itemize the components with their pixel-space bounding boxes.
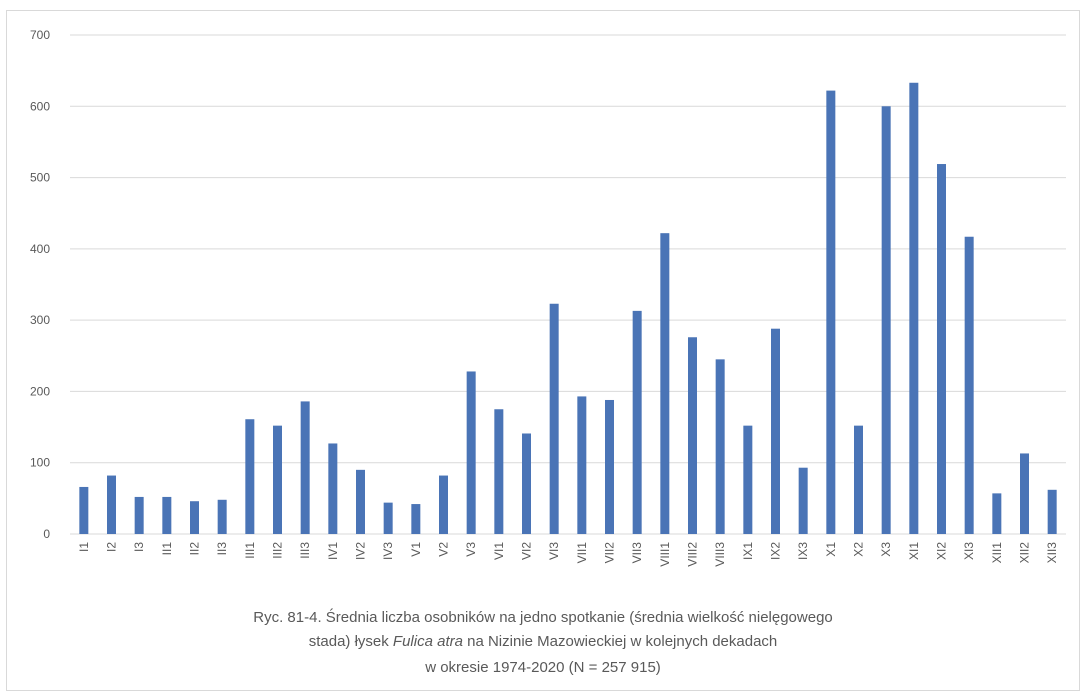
bar-iii3 xyxy=(300,401,310,534)
x-tick-label: IV3 xyxy=(381,542,395,560)
bar-i1 xyxy=(79,486,89,534)
x-tick-label: XI2 xyxy=(935,542,949,560)
bar-xi3 xyxy=(964,236,974,534)
bar-iv2 xyxy=(356,469,365,534)
bar-vi3 xyxy=(549,303,559,534)
y-axis-ticks: 0 100 200 300 400 500 600 700 xyxy=(30,28,50,541)
bar-vi2 xyxy=(522,433,531,534)
x-tick-label: VI1 xyxy=(492,542,506,560)
caption-line-1: Ryc. 81-4. Średnia liczba osobników na j… xyxy=(253,609,833,626)
y-tick-label: 500 xyxy=(30,171,50,185)
bar-x3 xyxy=(881,106,891,535)
caption-line-3: w okresie 1974-2020 (N = 257 915) xyxy=(425,659,661,676)
x-tick-label: IV1 xyxy=(326,542,340,560)
bar-x1 xyxy=(826,90,836,535)
x-tick-label: XII2 xyxy=(1018,542,1032,564)
x-tick-label: III3 xyxy=(298,542,312,559)
y-tick-label: 0 xyxy=(43,527,50,541)
x-tick-label: V2 xyxy=(437,542,451,557)
x-tick-label: VII2 xyxy=(603,542,617,564)
x-tick-label: VI2 xyxy=(520,542,534,560)
caption-line-2-pre: stada) łysek xyxy=(308,633,393,650)
bar-i2 xyxy=(107,475,116,534)
bar-xi1 xyxy=(909,82,919,535)
caption-line-2: stada) łysek Fulica atra na Nizinie Mazo… xyxy=(0,630,1086,654)
bar-i3 xyxy=(134,496,144,534)
x-tick-label: IX3 xyxy=(796,542,810,560)
y-tick-label: 100 xyxy=(30,456,50,470)
x-tick-label: VIII2 xyxy=(686,542,700,567)
bar-iii2 xyxy=(273,425,282,534)
bar-ii2 xyxy=(190,501,199,534)
chart-frame xyxy=(6,10,1080,691)
caption-line-2-post: na Nizinie Mazowieckiej w kolejnych deka… xyxy=(462,633,778,650)
bar-v1 xyxy=(411,504,421,534)
y-tick-label: 700 xyxy=(30,28,50,42)
x-tick-label: X3 xyxy=(879,542,893,557)
x-tick-label: I3 xyxy=(132,542,146,552)
bar-xii1 xyxy=(992,493,1002,534)
bar-ii3 xyxy=(217,499,227,534)
y-tick-label: 600 xyxy=(30,99,50,113)
y-tick-label: 400 xyxy=(30,242,50,256)
x-tick-label: IV2 xyxy=(354,542,368,560)
x-tick-label: IX2 xyxy=(769,542,783,560)
x-tick-label: VIII1 xyxy=(658,542,672,567)
x-tick-label: III2 xyxy=(271,542,285,559)
bar-vi1 xyxy=(494,409,504,534)
bar-viii3 xyxy=(715,359,725,534)
x-tick-label: V3 xyxy=(464,542,478,557)
bar-vii3 xyxy=(632,310,642,534)
bar-iv3 xyxy=(383,502,393,534)
x-tick-label: VI3 xyxy=(547,542,561,560)
bar-ix3 xyxy=(798,467,808,534)
gridlines xyxy=(70,34,1066,535)
bar-vii1 xyxy=(577,396,587,534)
x-tick-label: XI1 xyxy=(907,542,921,560)
y-tick-label: 200 xyxy=(30,384,50,398)
bar-ii1 xyxy=(162,496,172,534)
x-tick-label: XII3 xyxy=(1045,542,1059,564)
bar-x2 xyxy=(854,425,863,534)
x-tick-label: I2 xyxy=(105,542,119,552)
x-tick-label: II2 xyxy=(188,542,202,556)
y-tick-label: 300 xyxy=(30,313,50,327)
x-tick-label: IX1 xyxy=(741,542,755,560)
x-tick-label: X2 xyxy=(852,542,866,557)
bar-xii3 xyxy=(1047,489,1057,534)
bar-ix2 xyxy=(771,328,780,534)
bar-ix1 xyxy=(743,425,753,534)
bar-viii2 xyxy=(688,337,697,534)
x-tick-label: VII3 xyxy=(630,542,644,564)
bar-vii2 xyxy=(605,399,614,534)
bar-v2 xyxy=(439,475,448,534)
x-tick-label: VII1 xyxy=(575,542,589,564)
bar-v3 xyxy=(466,371,476,534)
bars xyxy=(79,82,1057,535)
x-tick-label: V1 xyxy=(409,542,423,557)
bar-iii1 xyxy=(245,419,255,534)
bar-xi2 xyxy=(937,164,946,534)
x-axis-ticks: I1 I2 I3 II1 II2 II3 III1 III2 III3 IV1 IV2 IV3 V1 V2… xyxy=(77,542,1059,567)
x-tick-label: XII1 xyxy=(990,542,1004,564)
bar-viii1 xyxy=(660,233,670,534)
x-tick-label: II1 xyxy=(160,542,174,556)
x-tick-label: II3 xyxy=(215,542,229,556)
x-tick-label: VIII3 xyxy=(713,542,727,567)
bar-xii2 xyxy=(1020,453,1029,534)
x-tick-label: X1 xyxy=(824,542,838,557)
x-tick-label: III1 xyxy=(243,542,257,559)
bar-iv1 xyxy=(328,443,338,534)
caption-species-name: Fulica atra xyxy=(392,633,463,650)
x-tick-label: I1 xyxy=(77,542,91,552)
x-tick-label: XI3 xyxy=(962,542,976,560)
